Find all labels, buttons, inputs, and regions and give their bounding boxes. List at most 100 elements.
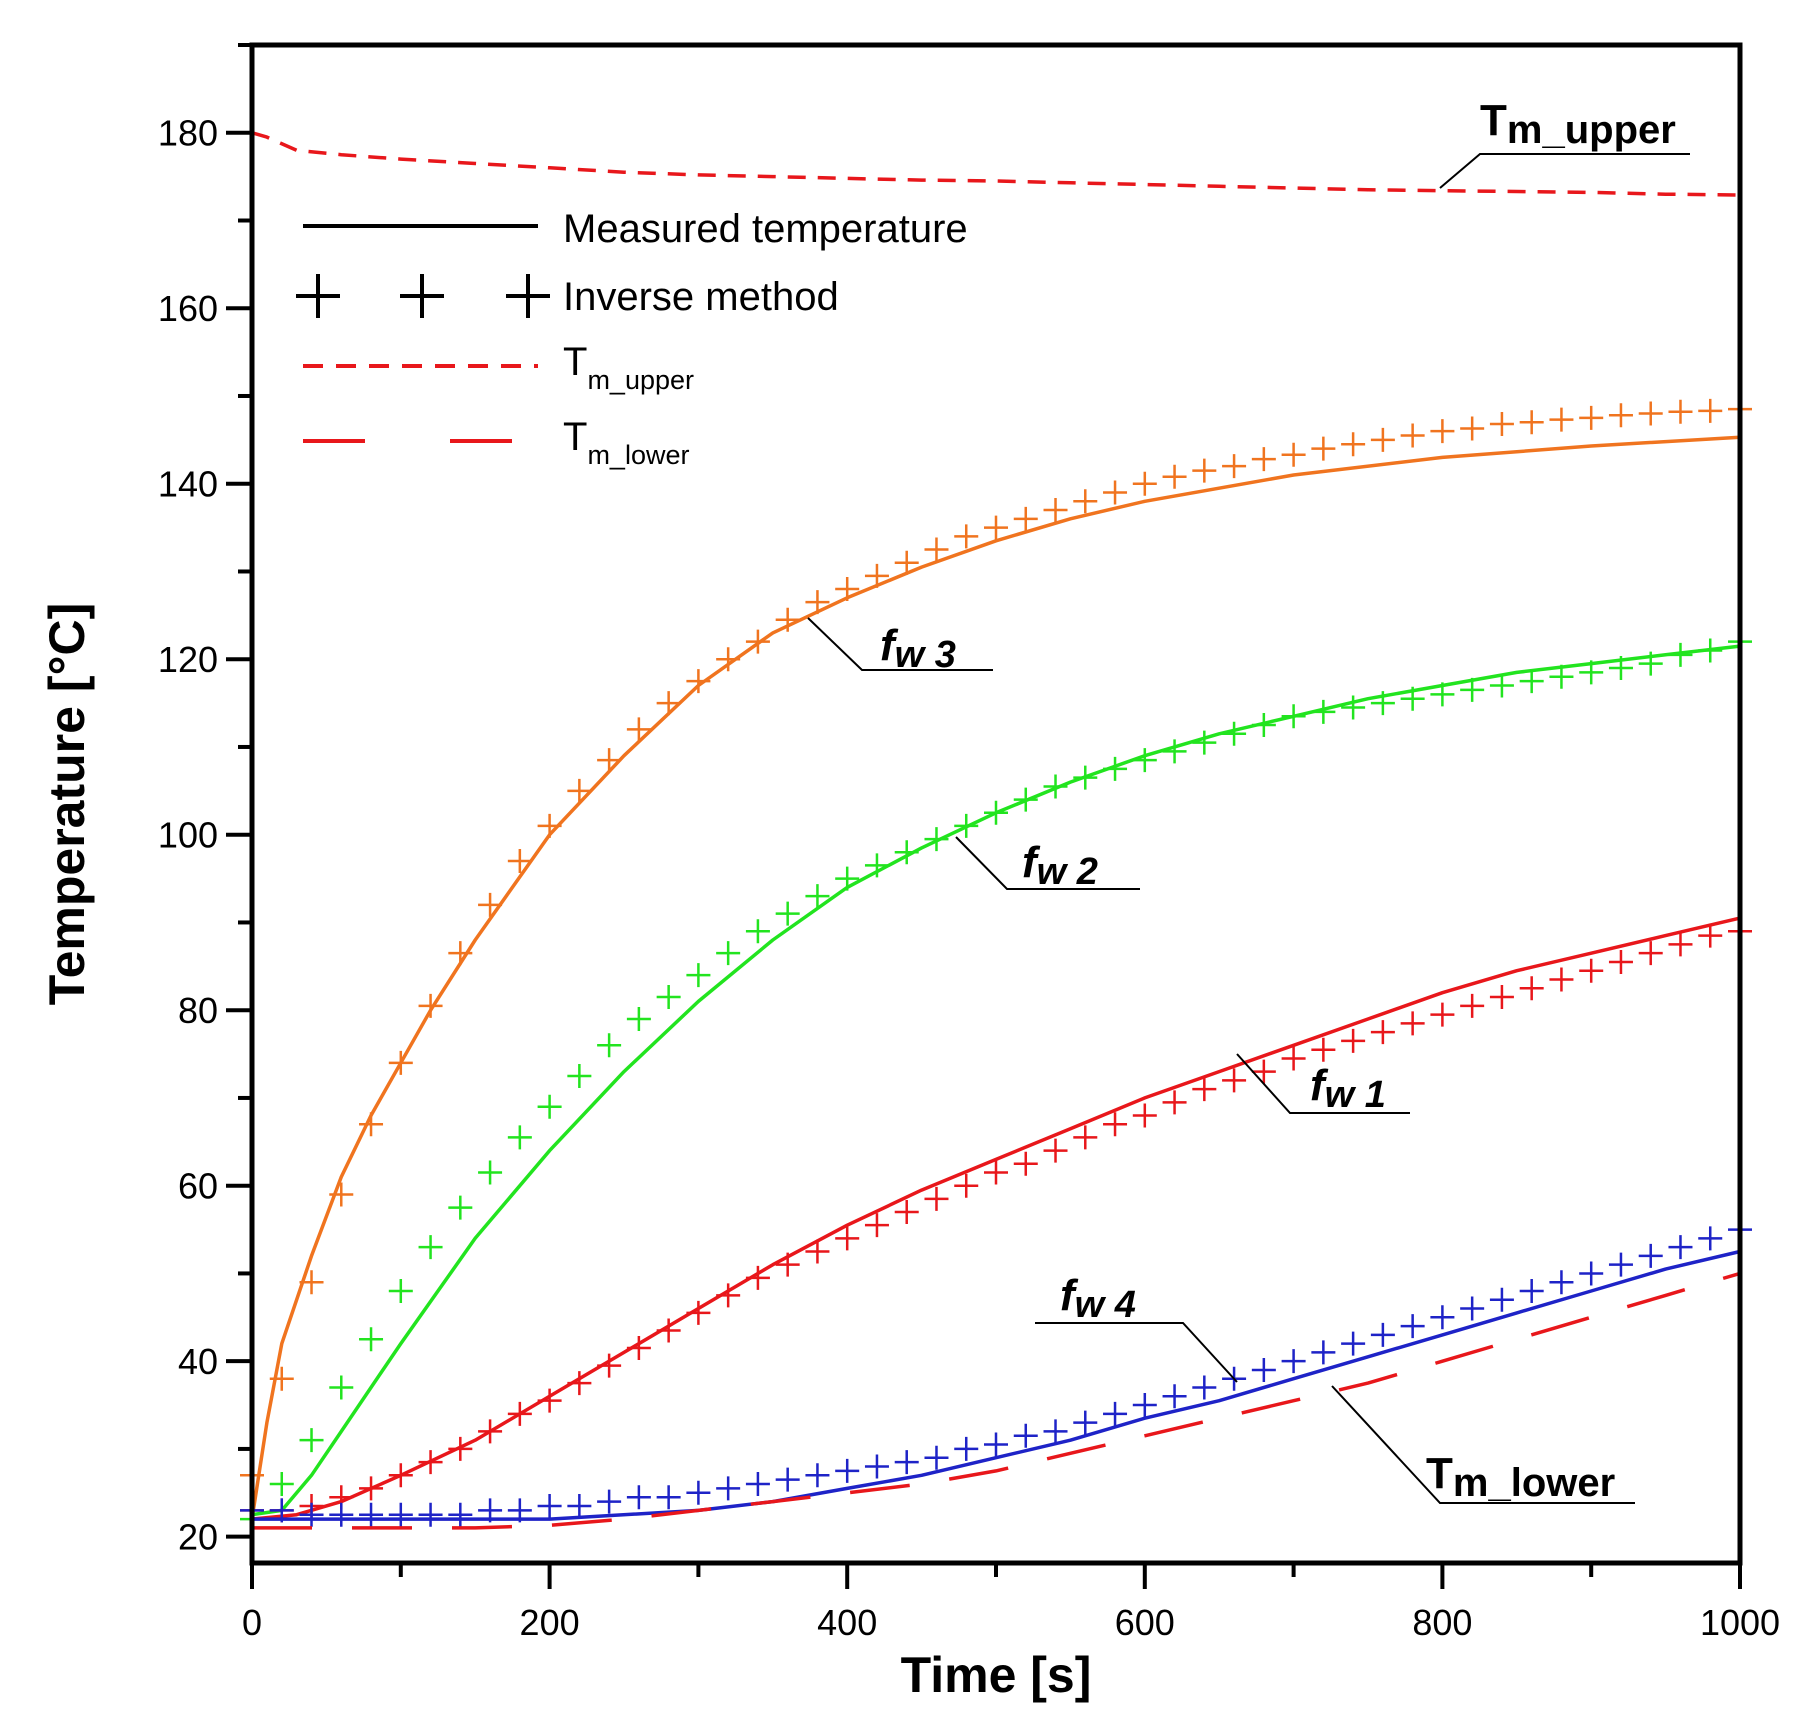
inverse-marker — [1251, 447, 1276, 472]
inverse-marker — [716, 647, 741, 672]
inverse-marker — [1192, 458, 1217, 483]
inverse-marker — [1341, 1028, 1366, 1053]
inverse-marker — [1579, 1261, 1604, 1286]
x-axis-title: Time [s] — [901, 1647, 1092, 1703]
inverse-marker — [1668, 399, 1693, 424]
inverse-marker — [805, 884, 830, 909]
legend: Measured temperature Inverse method Tm_u… — [296, 207, 968, 470]
callout-fw4: fw 4 — [1035, 1271, 1238, 1383]
svg-text:Tm_upper: Tm_upper — [1480, 96, 1676, 152]
inverse-marker — [359, 1502, 384, 1527]
inverse-marker — [1668, 642, 1693, 667]
inverse-marker — [1013, 1151, 1038, 1176]
legend-inverse-markers — [296, 274, 550, 318]
inverse-marker — [984, 800, 1008, 825]
inverse-marker — [1370, 1020, 1395, 1045]
inverse-marker — [1013, 1423, 1038, 1448]
inverse-marker — [835, 866, 860, 891]
inverse-marker — [805, 1239, 830, 1264]
inverse-marker — [1281, 704, 1306, 729]
inverse-marker — [418, 993, 443, 1018]
inverse-marker — [1162, 464, 1187, 489]
inverse-marker — [1370, 427, 1395, 452]
inverse-marker — [1608, 403, 1633, 428]
inverse-marker — [1043, 1419, 1068, 1444]
y-tick-label: 180 — [158, 113, 218, 154]
inverse-marker — [656, 1485, 681, 1510]
inverse-marker — [924, 537, 949, 562]
inverse-marker — [984, 1432, 1008, 1457]
inverse-marker — [388, 1502, 413, 1527]
inverse-marker — [507, 849, 532, 874]
inverse-marker — [299, 1428, 324, 1453]
inverse-marker — [329, 1182, 354, 1207]
inverse-marker — [1460, 1296, 1485, 1321]
y-tick-label: 100 — [158, 815, 218, 856]
x-tick-label: 0 — [242, 1602, 262, 1643]
inverse-marker — [1698, 638, 1723, 663]
legend-inverse-label: Inverse method — [563, 275, 839, 319]
inverse-marker — [835, 1458, 860, 1483]
inverse-marker — [1519, 410, 1544, 435]
inverse-marker — [1281, 1349, 1306, 1374]
inverse-marker — [1430, 1305, 1455, 1330]
svg-text:Tm_lower: Tm_lower — [1426, 1449, 1615, 1505]
inverse-marker — [537, 1493, 562, 1518]
inverse-marker — [1192, 1077, 1217, 1102]
series-layer — [240, 131, 1752, 1532]
inverse-marker — [1341, 1331, 1366, 1356]
inverse-marker — [1519, 1278, 1544, 1303]
inverse-marker — [626, 1006, 651, 1031]
inverse-marker — [686, 1480, 711, 1505]
inverse-marker — [567, 1064, 592, 1089]
inverse-marker — [478, 892, 503, 917]
svg-text:fw 3: fw 3 — [880, 621, 956, 676]
y-tick-label: 120 — [158, 639, 218, 680]
inverse-marker — [388, 1463, 413, 1488]
inverse-marker — [1698, 1226, 1723, 1251]
inverse-marker — [716, 941, 741, 966]
inverse-marker — [1698, 923, 1723, 948]
inverse-marker — [1341, 432, 1366, 457]
inverse-marker — [507, 1498, 532, 1523]
inverse-marker — [1311, 1037, 1336, 1062]
inverse-marker — [1251, 713, 1276, 738]
inverse-marker — [597, 1489, 622, 1514]
inverse-marker — [567, 1371, 592, 1396]
inverse-marker — [835, 577, 860, 602]
inverse-marker — [1132, 471, 1157, 496]
inverse-marker — [1043, 498, 1068, 523]
inverse-marker — [626, 1336, 651, 1361]
inverse-marker — [418, 1450, 443, 1475]
inverse-marker — [537, 1094, 562, 1119]
y-tick-label: 140 — [158, 464, 218, 505]
inverse-marker — [1400, 423, 1425, 448]
inverse-marker — [1608, 949, 1633, 974]
inverse-marker — [1608, 655, 1633, 680]
inverse-marker — [894, 840, 919, 865]
inverse-marker — [359, 1112, 384, 1137]
inverse-marker — [745, 1472, 770, 1497]
inverse-marker — [1013, 506, 1038, 531]
inverse-marker — [1162, 739, 1187, 764]
inverse-marker — [597, 1353, 622, 1378]
inverse-marker — [269, 1498, 294, 1523]
inverse-marker — [894, 550, 919, 575]
inverse-marker — [1103, 480, 1128, 505]
callout-fw2: fw 2 — [955, 836, 1140, 893]
inverse-marker — [835, 1226, 860, 1251]
x-tick-label: 1000 — [1700, 1602, 1780, 1643]
callout-fw3: fw 3 — [807, 617, 993, 676]
inverse-marker — [1400, 686, 1425, 711]
inverse-marker — [1132, 748, 1157, 773]
inverse-marker — [1460, 677, 1485, 702]
inverse-marker — [1222, 721, 1247, 746]
inverse-marker — [1192, 1375, 1217, 1400]
inverse-marker — [924, 827, 949, 852]
ticks-layer: 0 200 400 600 800 1000 20 40 60 80 100 120 140 160 180 — [158, 43, 1780, 1643]
inverse-marker — [1103, 1401, 1128, 1426]
inverse-marker — [1251, 1357, 1276, 1382]
inverse-marker — [1519, 669, 1544, 694]
inverse-marker — [864, 1213, 889, 1238]
inverse-marker — [1638, 1243, 1663, 1268]
